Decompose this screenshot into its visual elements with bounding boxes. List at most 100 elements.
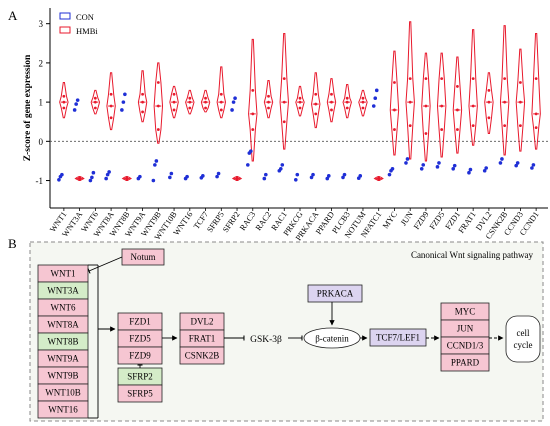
cell-cycle-label-1: cell <box>517 328 530 338</box>
hmbi-point <box>251 88 255 92</box>
con-point-jun <box>405 157 410 161</box>
legend-hmbi-swatch <box>59 26 71 34</box>
hmbi-point <box>204 106 207 110</box>
wnt-ligand-wnt9a-label: WNT9A <box>47 354 79 364</box>
hmbi-point <box>456 85 459 88</box>
hmbi-point <box>188 96 192 100</box>
hmbi-point <box>471 104 475 108</box>
hmbi-point <box>219 100 223 104</box>
con-point-sfrp5 <box>216 171 221 176</box>
hmbi-point <box>109 116 113 120</box>
inhibitor-sfrp5-box <box>117 384 163 403</box>
inhibitor-sfrp2-label: SFRP2 <box>127 372 153 382</box>
con-point-wnt6 <box>88 178 93 183</box>
hmbi-point <box>141 110 144 114</box>
violin-chart: Z-score of gene expression -1 0 1 2 3 WNT1WN… <box>23 8 548 242</box>
con-point-notum <box>358 174 363 178</box>
legend: CON HMBi <box>59 12 98 36</box>
hmbi-violin-fzd1 <box>452 56 463 154</box>
con-point-prkcg <box>293 177 298 182</box>
con-point-csnk2b <box>500 157 504 161</box>
tcf7-lef1-box <box>369 328 427 347</box>
con-point-wnt8a <box>107 170 111 174</box>
hmbi-point <box>62 106 66 110</box>
hmbi-point <box>109 104 113 108</box>
con-point-fzd9 <box>421 163 426 167</box>
hmbi-point <box>393 108 396 112</box>
con-point-wnt6 <box>90 175 94 180</box>
x-tick-label-sfrp2: SFRP2 <box>221 210 242 234</box>
hmbi-point <box>156 128 160 131</box>
con-point-rac1 <box>280 163 285 167</box>
hmbi-point <box>456 128 459 131</box>
y-tick-label: 2 <box>39 58 44 68</box>
con-point-wnt9a <box>138 174 142 179</box>
hmbi-violin-ppard <box>326 78 337 123</box>
wnt-ligand-wnt8a-label: WNT8A <box>47 320 79 330</box>
hmbi-point <box>314 112 318 116</box>
con-point-wnt8a <box>104 176 108 181</box>
con-point-nfatc1 <box>373 96 378 100</box>
hmbi-point <box>440 77 444 80</box>
y-ticks: -1 0 1 2 3 <box>36 19 50 186</box>
con-point-wnt1 <box>60 172 64 177</box>
hmbi-point <box>125 176 129 179</box>
target-jun-label: JUN <box>457 324 474 334</box>
hmbi-point <box>141 92 144 96</box>
notum-inhibits-wnt <box>87 256 123 274</box>
con-point-fzd5 <box>435 165 440 169</box>
hmbi-point <box>298 100 302 104</box>
con-point-ccnd1 <box>531 163 536 167</box>
con-point-rac3 <box>246 163 250 167</box>
con-point-ccnd1 <box>530 166 534 170</box>
hmbi-point <box>503 77 507 80</box>
con-point-wnt3a <box>74 102 78 106</box>
hmbi-point <box>219 92 223 96</box>
wnt-ligand-wnt8b-label: WNT8B <box>48 337 79 347</box>
hmbi-violin-rac1 <box>279 32 289 150</box>
wnt-ligand-wnt3a-label: WNT3A <box>47 286 79 296</box>
con-point-dvl2 <box>484 166 488 170</box>
legend-con-label: CON <box>76 12 94 22</box>
hmbi-point <box>330 108 333 112</box>
hmbi-point <box>235 176 239 179</box>
cell-cycle-label-2: cycle <box>514 340 533 350</box>
con-point-wnt3a <box>72 108 77 112</box>
wnt-pathway-diagram: Canonical Wnt signaling pathway WNT1 WNT3… <box>29 241 544 422</box>
con-point-prkaca <box>309 175 314 180</box>
wnt-ligand-wnt1-label: WNT1 <box>51 269 76 279</box>
hmbi-point <box>251 112 255 116</box>
con-point-prkcg <box>295 172 300 177</box>
con-point-wnt9b <box>151 178 156 183</box>
con-point-rac1 <box>278 166 283 171</box>
con-point-wnt8b <box>123 92 127 97</box>
tcf7-lef1-label: TCF7/LEF1 <box>376 333 420 343</box>
con-point-ppard <box>326 174 331 178</box>
hmbi-point <box>62 100 66 104</box>
target-ccnd1-3-label: CCND1/3 <box>447 341 484 351</box>
hmbi-point <box>361 106 365 110</box>
hmbi-point <box>267 94 270 98</box>
hmbi-point <box>156 104 160 108</box>
hmbi-point <box>408 77 412 80</box>
prkaca-box <box>307 284 363 303</box>
hmbi-point <box>219 108 223 112</box>
hmbi-point <box>487 88 491 92</box>
hmbi-violin-rac3 <box>248 38 258 162</box>
wnt-ligand-wnt16-label: WNT16 <box>48 405 78 415</box>
con-point-sfrp5 <box>215 174 219 179</box>
con-point-wnt16 <box>185 174 189 179</box>
hmbi-point <box>330 92 333 96</box>
hmbi-point <box>156 81 160 84</box>
hmbi-point <box>204 96 207 100</box>
hmbi-point <box>314 92 318 96</box>
con-point-wnt3a <box>75 98 80 102</box>
hmbi-point <box>282 120 286 124</box>
beta-catenin-label: β-catenin <box>315 334 349 344</box>
con-point-wnt9b <box>153 163 157 167</box>
receptor-fzd9-box <box>117 346 163 365</box>
inhibitor-sfrp5-label: SFRP5 <box>127 389 153 399</box>
hmbi-point <box>109 92 113 96</box>
hmbi-point <box>361 100 365 104</box>
hmbi-point <box>424 132 428 135</box>
